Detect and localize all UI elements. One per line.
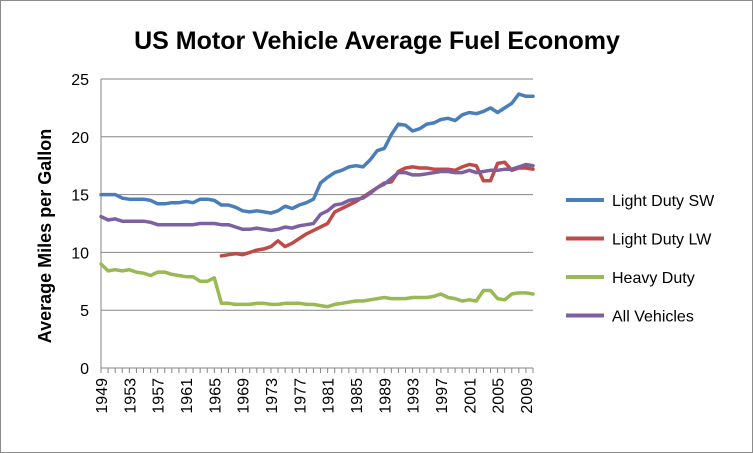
x-tick-label: 1969 [236, 378, 253, 414]
y-tick-label: 0 [80, 361, 89, 378]
legend-label: Light Duty LW [612, 232, 712, 249]
x-tick-label: 1961 [179, 378, 196, 414]
x-tick-label: 1953 [122, 378, 139, 414]
y-tick-label: 25 [71, 72, 89, 89]
legend-label: All Vehicles [612, 309, 694, 326]
series-line-3 [99, 162, 535, 233]
x-tick-label: 1985 [349, 378, 366, 414]
chart-title: US Motor Vehicle Average Fuel Economy [134, 27, 620, 55]
legend-label: Light Duty SW [612, 193, 715, 210]
y-tick-label: 15 [71, 188, 89, 205]
x-tick-label: 2005 [491, 378, 508, 414]
series-line-1 [219, 160, 535, 258]
x-tick-label: 2009 [519, 378, 536, 414]
legend: Light Duty SW Light Duty LW Heavy Duty All … [566, 193, 715, 326]
x-tick-label: 1989 [377, 378, 394, 414]
x-tick-label: 2001 [462, 378, 479, 414]
y-tick-label: 20 [71, 130, 89, 147]
series-lines [99, 92, 535, 309]
x-tick-label: 1957 [151, 378, 168, 414]
x-tick-label: 1977 [292, 378, 309, 414]
legend-label: Heavy Duty [612, 270, 695, 287]
x-tick-label: 1973 [264, 378, 281, 414]
axes: 0 5 10 15 20 25 1949 1953 1957 1961 1965 1969 1973 19… [71, 72, 536, 414]
x-tick-label: 1965 [207, 378, 224, 414]
x-tick-label: 1997 [434, 378, 451, 414]
y-tick-label: 10 [71, 245, 89, 262]
series-line-2 [99, 262, 535, 309]
x-tick-label: 1949 [94, 378, 111, 414]
series-line-0 [99, 92, 535, 215]
y-axis-label: Average Miles per Gallon [35, 129, 55, 343]
y-tick-label: 5 [80, 303, 89, 320]
x-tick-label: 1993 [406, 378, 423, 414]
x-tick-label: 1981 [321, 378, 338, 414]
